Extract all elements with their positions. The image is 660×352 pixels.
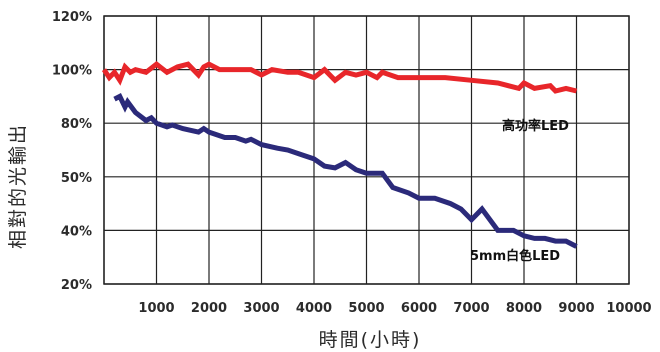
series-line-5mm-white-led — [113, 93, 578, 249]
x-tick-label: 9000 — [558, 301, 594, 316]
series-label-high-power-led: 高功率LED — [502, 118, 569, 134]
grid-lines — [103, 15, 630, 285]
series-line-high-power-led — [101, 61, 578, 94]
x-axis-label: 時間(小時) — [319, 329, 422, 351]
y-tick-label: 50% — [61, 171, 92, 186]
series-layer — [101, 61, 578, 249]
x-tick-label: 6000 — [401, 301, 437, 316]
y-tick-label: 20% — [61, 278, 92, 293]
y-axis-label: 相對的光輸出 — [7, 123, 29, 249]
x-tick-label: 5000 — [348, 301, 384, 316]
x-tick-label: 8000 — [506, 301, 542, 316]
y-tick-label: 80% — [61, 117, 92, 132]
x-tick-label: 4000 — [296, 301, 332, 316]
x-tick-label: 10000 — [606, 301, 651, 316]
x-tick-label: 1000 — [138, 301, 174, 316]
x-tick-label: 7000 — [453, 301, 489, 316]
x-tick-labels: 1000 2000 3000 4000 5000 6000 7000 8000 9000 1000… — [138, 301, 651, 316]
y-tick-label: 100% — [52, 64, 92, 79]
x-tick-label: 2000 — [191, 301, 227, 316]
y-tick-labels: 20% 40% 50% 80% 100% 120% — [52, 10, 92, 293]
y-tick-label: 40% — [61, 224, 92, 239]
series-label-5mm-white-led: 5mm白色LED — [470, 248, 560, 264]
x-tick-label: 3000 — [243, 301, 279, 316]
y-tick-label: 120% — [52, 10, 92, 25]
